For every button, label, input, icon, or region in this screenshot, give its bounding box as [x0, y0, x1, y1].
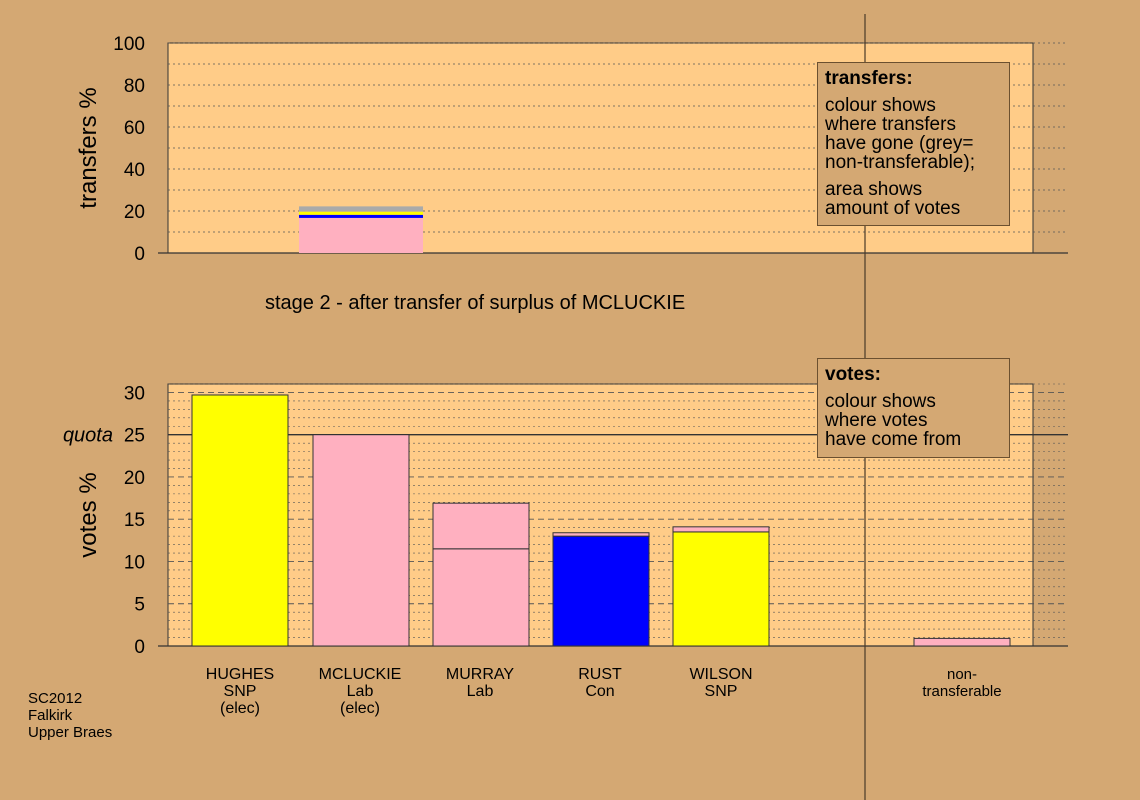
transfers-y-tick-label: 60: [124, 118, 145, 139]
candidate-party: Con: [585, 683, 615, 700]
legend-transfers-line: area shows: [825, 179, 923, 200]
votes-y-tick-label: 20: [124, 468, 145, 489]
candidate-name: MCLUCKIE: [318, 666, 402, 683]
candidate-label-murray: MURRAY Lab: [415, 666, 545, 700]
transfers-y-axis-label: transfers %: [75, 87, 102, 208]
legend-transfers-line: where transfers: [825, 114, 956, 135]
transfers-y-tick-label: 20: [124, 202, 145, 223]
votes-y-tick-label: 0: [134, 637, 145, 658]
candidate-party: SNP: [223, 683, 257, 700]
legend-transfers-line: have gone (grey=: [825, 133, 974, 154]
vote-bar-murray-segment: [432, 502, 530, 550]
vote-bar-hughes-segment: [191, 394, 289, 647]
transfer-segment-non-transferable: [299, 206, 423, 212]
vote-bar-rust-segment: [552, 532, 650, 537]
source-caption: SC2012 Falkirk Upper Braes: [28, 690, 112, 741]
transfer-segment-Lab: [299, 217, 423, 253]
candidate-name: non-: [946, 666, 978, 683]
transfer-segment-Con: [299, 214, 423, 218]
candidate-party: Lab: [346, 683, 374, 700]
candidate-name: HUGHES: [205, 666, 275, 683]
legend-transfers: transfers: colour shows where transfers …: [817, 62, 1010, 226]
votes-y-axis-label: votes %: [75, 472, 102, 557]
candidate-party: SNP: [704, 683, 738, 700]
vote-bar-wilson-segment: [672, 526, 770, 533]
candidate-label-rust: RUST Con: [535, 666, 665, 700]
candidate-party: transferable: [922, 683, 1002, 700]
votes-y-tick-label: 15: [124, 510, 145, 531]
votes-y-tick-label: 30: [124, 383, 145, 404]
votes-y-tick-label: 25: [124, 426, 145, 447]
transfers-y-tick-label: 100: [113, 34, 145, 55]
votes-y-tick-label: 5: [134, 595, 145, 616]
legend-votes-line: colour shows: [825, 391, 936, 412]
quota-label: quota: [63, 425, 113, 447]
candidate-party: Lab: [466, 683, 494, 700]
candidate-label-mcluckie: MCLUCKIE Lab (elec): [295, 666, 425, 717]
legend-transfers-line: colour shows: [825, 95, 936, 116]
candidate-label-hughes: HUGHES SNP (elec): [175, 666, 305, 717]
candidate-label-wilson: WILSON SNP: [656, 666, 786, 700]
stage-label: stage 2 - after transfer of surplus of M…: [265, 292, 686, 314]
vote-bar-wilson-segment: [672, 531, 770, 647]
transfers-y-tick-label: 40: [124, 160, 145, 181]
legend-transfers-title: transfers:: [825, 68, 913, 89]
candidate-status: (elec): [339, 700, 380, 717]
candidate-label-non-transferable: non- transferable: [897, 666, 1027, 700]
transfer-segment-SNP: [299, 211, 423, 215]
legend-votes: votes: colour shows where votes have com…: [817, 358, 1010, 458]
legend-votes-line: have come from: [825, 429, 962, 450]
vote-bar-mcluckie-segment: [312, 434, 410, 647]
legend-transfers-line: non-transferable);: [825, 152, 975, 173]
transfers-y-tick-label: 80: [124, 76, 145, 97]
vote-bar-murray-segment: [432, 548, 530, 647]
legend-transfers-line: amount of votes: [825, 198, 961, 219]
candidate-name: WILSON: [689, 666, 753, 683]
legend-votes-line: where votes: [825, 410, 928, 431]
candidate-name: MURRAY: [445, 666, 515, 683]
candidate-status: (elec): [219, 700, 260, 717]
candidate-name: RUST: [578, 666, 622, 683]
vote-bar-rust-segment: [552, 535, 650, 647]
vote-bar-non-transferable-segment: [913, 637, 1011, 647]
source-line: SC2012: [28, 690, 83, 707]
transfers-y-tick-label: 0: [134, 244, 145, 265]
votes-y-tick-label: 10: [124, 552, 145, 573]
legend-votes-title: votes:: [825, 364, 881, 385]
source-line: Upper Braes: [28, 724, 113, 741]
source-line: Falkirk: [28, 707, 73, 724]
